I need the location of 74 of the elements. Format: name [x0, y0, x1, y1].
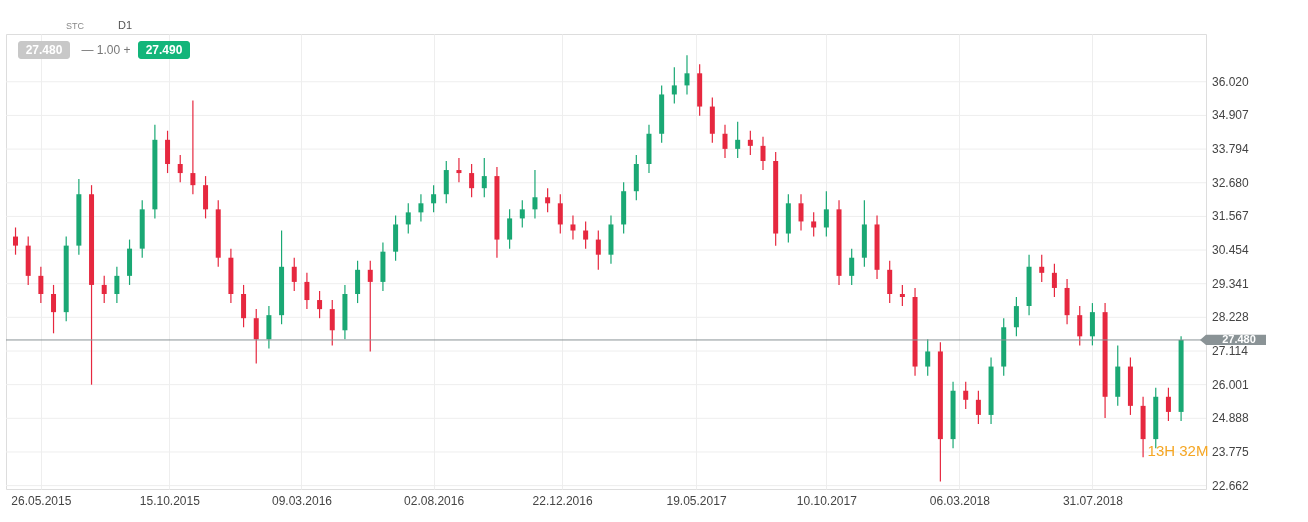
candlestick: [747, 130, 753, 156]
candlestick: [595, 229, 601, 271]
candlestick: [975, 390, 981, 425]
candlestick: [532, 169, 538, 220]
candlestick: [190, 99, 196, 195]
candlestick: [51, 284, 57, 334]
candlestick: [545, 187, 551, 213]
candlestick: [507, 208, 513, 250]
annotation: 27.490: [145, 43, 183, 57]
candlestick: [317, 290, 323, 319]
candlestick: [1039, 254, 1045, 283]
candlestick: [13, 226, 19, 256]
annotation: 13H 32M: [1147, 442, 1209, 459]
text: STC: [66, 21, 85, 31]
candlestick: [722, 124, 728, 159]
y-tick-label: 34.907: [1212, 108, 1250, 123]
candlestick: [481, 157, 487, 198]
candlestick: [519, 199, 525, 229]
candlestick: [456, 157, 462, 183]
candlestick: [760, 136, 766, 171]
candlestick: [177, 154, 183, 183]
text: D1: [118, 19, 133, 31]
candlestick: [684, 54, 690, 96]
candlestick: [1165, 387, 1171, 422]
x-tick-label: 26.05.2015: [11, 493, 72, 508]
candlestick: [570, 214, 576, 241]
candlestick: [367, 260, 373, 353]
candlestick: [671, 66, 677, 105]
y-tick-label: 33.794: [1212, 142, 1250, 157]
candlestick: [291, 257, 297, 292]
y-tick-label: 22.662: [1212, 478, 1250, 493]
candlestick: [1013, 296, 1019, 337]
candlestick: [253, 308, 259, 365]
candlestick: [114, 266, 120, 304]
candlestick: [899, 284, 905, 307]
candlestick: [431, 184, 437, 213]
candlestick: [811, 211, 817, 238]
x-tick-label: 31.07.2018: [1062, 493, 1124, 508]
y-tick-label: 24.888: [1212, 411, 1250, 426]
candlestick: [557, 193, 563, 235]
y-tick-label: 32.680: [1212, 175, 1250, 190]
ref-line-label: 27.480: [1222, 332, 1256, 345]
x-tick-label: 09.03.2016: [271, 493, 333, 508]
candlestick: [329, 299, 335, 346]
x-tick-label: 10.10.2017: [796, 493, 858, 508]
candlestick: [304, 272, 310, 310]
candlestick: [101, 275, 107, 304]
candlestick: [38, 266, 44, 304]
candlestick: [1051, 263, 1057, 298]
candlestick: [469, 163, 475, 198]
y-tick-label: 29.341: [1212, 276, 1250, 291]
y-tick-label: 36.020: [1212, 74, 1250, 89]
candlestick: [418, 193, 424, 223]
y-tick-label: 30.454: [1212, 243, 1250, 258]
y-tick-label: 28.228: [1212, 310, 1250, 325]
x-tick-label: 06.03.2018: [929, 493, 991, 508]
candlestick: [405, 202, 411, 235]
candlestick: [735, 121, 741, 159]
x-tick-label: 15.10.2015: [139, 493, 201, 508]
y-tick-label: 26.001: [1212, 377, 1250, 392]
candlestick: [583, 220, 589, 250]
x-tick-label: 19.05.2017: [666, 493, 727, 508]
candlestick: [823, 190, 829, 238]
y-tick-label: 23.775: [1212, 444, 1250, 459]
candlestick: [1077, 305, 1083, 346]
candlestick: [849, 248, 855, 286]
y-tick-label: 27.114: [1212, 344, 1249, 359]
candlestick: [798, 193, 804, 232]
x-tick-label: 02.08.2016: [404, 493, 465, 508]
candlestick: [963, 381, 969, 410]
annotation: — 1.00 +: [81, 43, 131, 57]
candlestick: [925, 338, 931, 377]
x-tick-label: 22.12.2016: [532, 493, 593, 508]
y-tick-label: 31.567: [1212, 209, 1250, 224]
